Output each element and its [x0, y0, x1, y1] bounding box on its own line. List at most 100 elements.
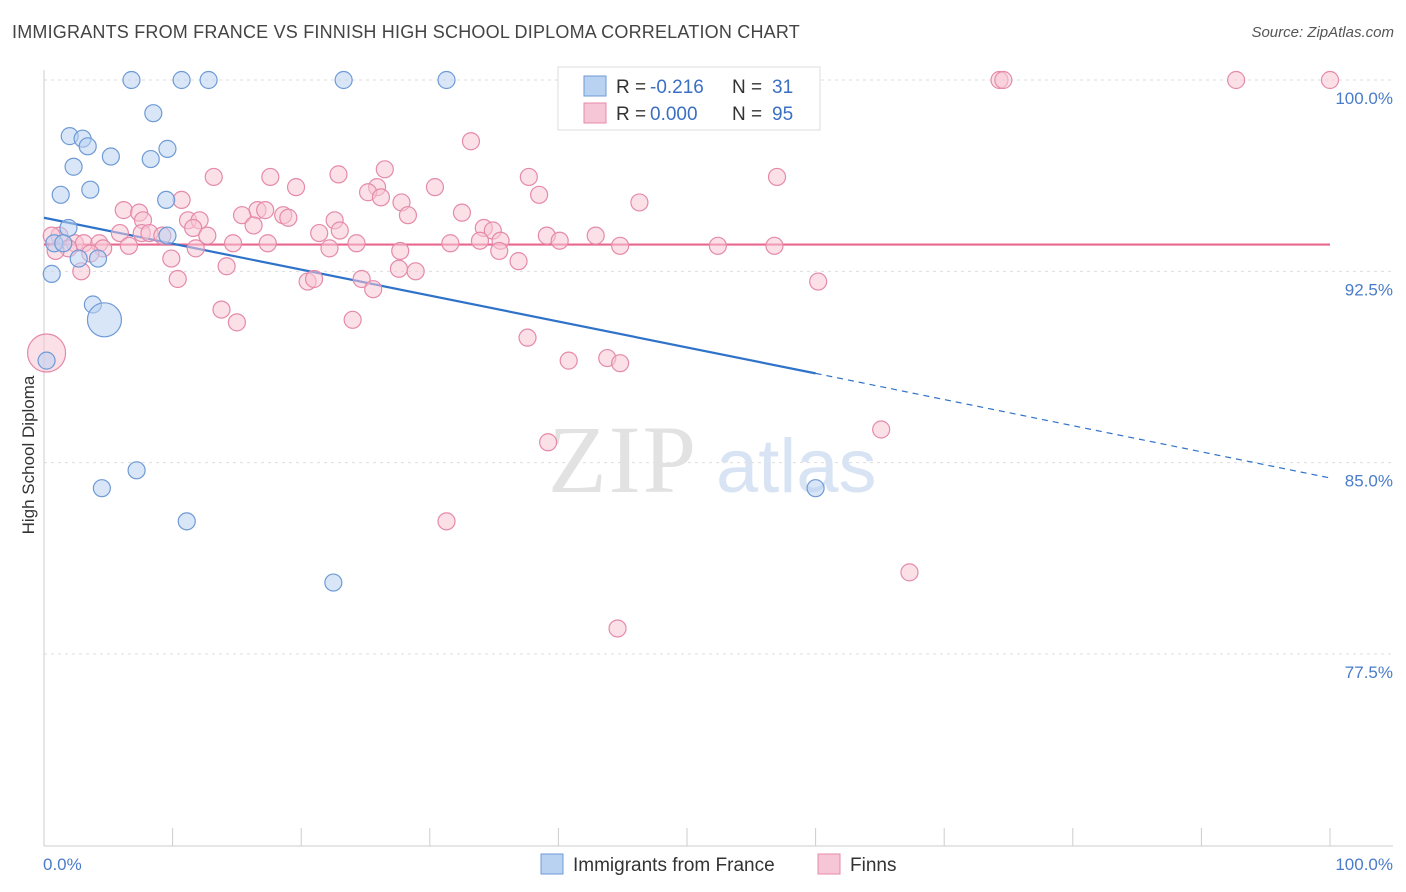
legend-bottom: Immigrants from France Finns: [540, 853, 896, 876]
finns-point: [994, 70, 1013, 90]
watermark-zip: ZIP: [548, 406, 698, 513]
finns-point: [223, 234, 243, 253]
france-point: [88, 249, 108, 268]
finns-point: [110, 223, 129, 243]
finns-point: [809, 272, 828, 291]
france-point: [54, 234, 73, 253]
france-point: [144, 104, 163, 123]
watermark-atlas: atlas: [716, 424, 877, 509]
finns-point: [425, 178, 445, 197]
legend-blue-swatch: [583, 75, 607, 97]
grid-lines: [44, 79, 1393, 655]
france-point: [51, 185, 70, 204]
finns-point: [286, 178, 306, 197]
finns-point: [586, 226, 605, 245]
finns-point: [872, 420, 891, 439]
finns-point: [227, 313, 246, 332]
finns-point: [767, 167, 787, 187]
legend-pink-n-value: 95: [772, 104, 793, 125]
france-point: [324, 573, 343, 592]
legend-bottom-france-swatch: [540, 853, 564, 875]
finns-point: [347, 234, 366, 253]
france-point: [177, 512, 196, 531]
france-point: [81, 180, 100, 199]
france-point: [158, 226, 177, 245]
finns-points: [26, 70, 1340, 638]
finns-point: [258, 234, 277, 253]
finns-point: [519, 167, 538, 187]
finns-point: [441, 234, 460, 253]
finns-point: [1227, 70, 1246, 90]
finns-point: [217, 257, 236, 276]
france-point: [122, 70, 141, 90]
legend-pink-swatch: [583, 102, 607, 124]
finns-point: [330, 221, 349, 240]
france-point: [334, 70, 353, 90]
finns-point: [320, 239, 339, 258]
finns-point: [461, 132, 481, 151]
france-point: [92, 479, 111, 498]
finns-point: [509, 252, 528, 271]
finns-point: [375, 160, 394, 179]
y-tick-label-1: 92.5%: [1345, 280, 1393, 299]
legend-blue-r-label: R =: [616, 77, 646, 98]
finns-point: [765, 236, 784, 255]
france-point: [157, 190, 176, 210]
france-point: [101, 147, 120, 166]
x-tick-label-left: 0.0%: [43, 855, 82, 874]
france-point: [127, 461, 146, 480]
finns-point: [530, 185, 549, 204]
finns-point: [204, 167, 223, 187]
finns-point: [279, 208, 298, 227]
finns-point: [611, 236, 630, 255]
finns-point: [539, 433, 558, 452]
finns-point: [198, 226, 217, 245]
legend-pink-r-value: 0.000: [650, 104, 698, 125]
finns-point: [256, 201, 275, 220]
france-point: [141, 149, 160, 169]
france-point: [59, 218, 78, 238]
france-point: [78, 137, 97, 156]
finns-point: [172, 190, 191, 210]
axes: [43, 70, 1393, 847]
trend-lines: [43, 216, 1331, 479]
chart-title: IMMIGRANTS FROM FRANCE VS FINNISH HIGH S…: [12, 22, 800, 42]
france-point: [199, 70, 218, 90]
legend-blue-r-value: -0.216: [650, 77, 704, 98]
y-tick-labels: 100.0% 92.5% 85.0% 77.5%: [1335, 89, 1393, 682]
y-tick-label-2: 85.0%: [1345, 472, 1393, 491]
source-label: Source: ZipAtlas.com: [1251, 24, 1394, 41]
finns-point: [630, 193, 649, 212]
finns-point: [114, 201, 133, 220]
france-point: [69, 249, 88, 268]
finns-point: [900, 563, 919, 582]
finns-point: [329, 165, 348, 184]
france-point: [437, 70, 456, 90]
finns-point: [389, 259, 409, 278]
finns-point: [352, 269, 371, 289]
finns-point: [119, 236, 138, 255]
legend-pink-n-label: N =: [732, 104, 762, 125]
finns-point: [212, 300, 231, 319]
legend-bottom-france-label: Immigrants from France: [573, 855, 775, 876]
finns-point: [186, 239, 205, 258]
finns-point: [244, 216, 263, 235]
y-tick-label-0: 100.0%: [1335, 89, 1393, 108]
finns-point: [364, 280, 383, 299]
france-point: [806, 479, 825, 498]
legend-top: R = -0.216 N = 31 R = 0.000 N = 95: [557, 66, 821, 131]
finns-point: [550, 231, 569, 250]
finns-point: [470, 231, 490, 250]
finns-point: [518, 328, 537, 347]
legend-bottom-finns-label: Finns: [850, 855, 896, 876]
legend-blue-n-value: 31: [772, 77, 793, 98]
france-point: [37, 351, 56, 370]
france-point: [64, 157, 83, 176]
finns-point: [310, 223, 329, 243]
finns-point: [184, 218, 203, 238]
finns-point: [611, 354, 630, 373]
finns-point: [437, 512, 456, 531]
finns-point: [452, 203, 472, 222]
finns-point: [406, 262, 425, 281]
finns-point: [708, 236, 727, 255]
